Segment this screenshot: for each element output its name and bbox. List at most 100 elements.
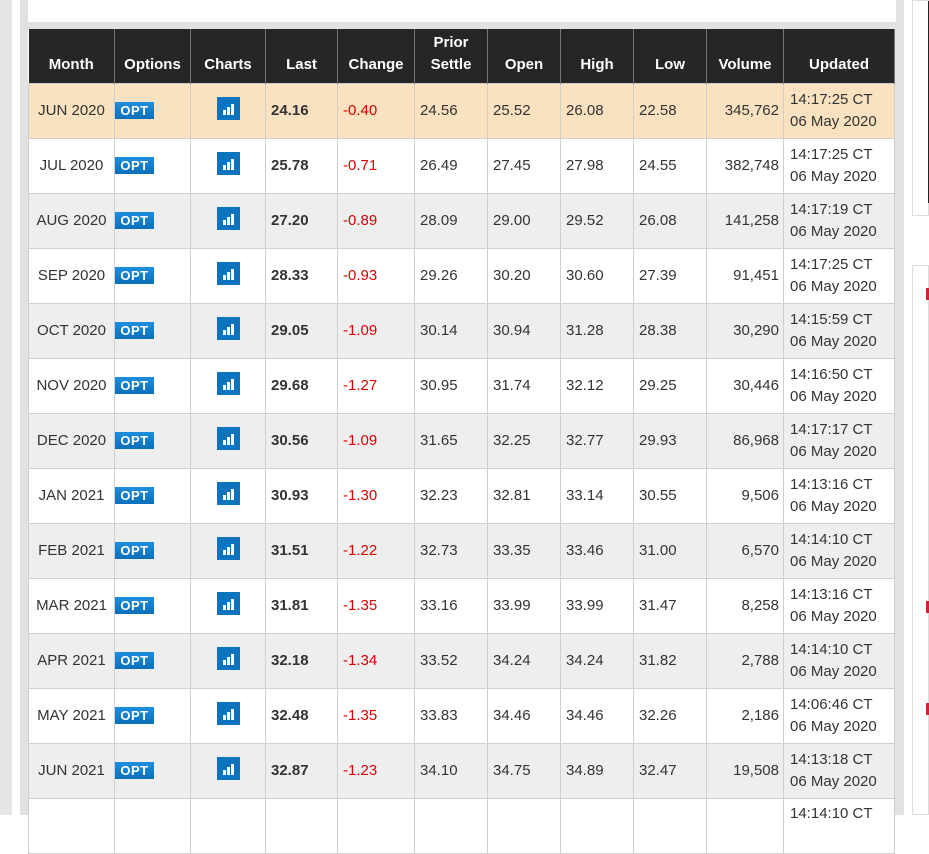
- change-cell: -0.40: [337, 82, 415, 139]
- options-cell: OPT: [114, 742, 191, 799]
- change-cell: -1.34: [337, 632, 415, 689]
- bar-chart-icon[interactable]: [216, 152, 240, 175]
- low-cell: 29.25: [633, 357, 707, 414]
- last-cell: 25.78: [265, 137, 338, 194]
- volume-cell: 2,788: [706, 632, 784, 689]
- low-cell: 32.47: [633, 742, 707, 799]
- opt-button[interactable]: OPT: [115, 432, 154, 449]
- table-row: JAN 2021 OPT 30.93 -1.30 32.23 32.81 33.14 30.5…: [28, 467, 895, 524]
- bar-chart-icon[interactable]: [216, 207, 240, 230]
- updated-date: 06 May 2020: [790, 222, 877, 240]
- table-row: AUG 2020 OPT 27.20 -0.89 28.09 29.00 29.52 26.0…: [28, 192, 895, 249]
- volume-cell: 141,258: [706, 192, 784, 249]
- low-cell: [633, 797, 707, 854]
- open-cell: [487, 797, 561, 854]
- table-row: SEP 2020 OPT 28.33 -0.93 29.26 30.20 30.60 27.3…: [28, 247, 895, 304]
- updated-time: 14:17:19 CT: [790, 200, 873, 218]
- bar-chart-icon[interactable]: [216, 372, 240, 395]
- volume-cell: 30,290: [706, 302, 784, 359]
- bar-chart-icon[interactable]: [216, 427, 240, 450]
- change-cell: [337, 797, 415, 854]
- opt-button[interactable]: OPT: [115, 102, 154, 119]
- updated-cell: 14:14:10 CT 06 May 2020: [783, 632, 895, 689]
- charts-cell: [190, 742, 266, 799]
- open-cell: 32.81: [487, 467, 561, 524]
- high-cell: 34.46: [560, 687, 634, 744]
- table-row: FEB 2021 OPT 31.51 -1.22 32.73 33.35 33.46 31.0…: [28, 522, 895, 579]
- last-cell: 32.87: [265, 742, 338, 799]
- bar-chart-icon[interactable]: [216, 537, 240, 560]
- charts-cell: [190, 412, 266, 469]
- updated-cell: 14:17:25 CT 06 May 2020: [783, 82, 895, 139]
- updated-date: 06 May 2020: [790, 497, 877, 515]
- table-row: JUN 2021 OPT 32.87 -1.23 34.10 34.75 34.89 32.4…: [28, 742, 895, 799]
- last-cell: 30.56: [265, 412, 338, 469]
- change-cell: -1.09: [337, 412, 415, 469]
- bar-chart-icon[interactable]: [216, 317, 240, 340]
- volume-cell: 91,451: [706, 247, 784, 304]
- content-panel: Month Options Charts Last Change Prior Settle…: [20, 0, 904, 854]
- updated-date: 06 May 2020: [790, 717, 877, 735]
- updated-date: 06 May 2020: [790, 442, 877, 460]
- month-cell: [28, 797, 115, 854]
- opt-button[interactable]: OPT: [115, 597, 154, 614]
- bar-chart-icon[interactable]: [216, 482, 240, 505]
- updated-date: 06 May 2020: [790, 552, 877, 570]
- bar-chart-icon[interactable]: [216, 702, 240, 725]
- bar-chart-icon[interactable]: [216, 262, 240, 285]
- updated-date: 06 May 2020: [790, 607, 877, 625]
- updated-date: 06 May 2020: [790, 662, 877, 680]
- opt-button[interactable]: OPT: [115, 377, 154, 394]
- sidebar-link[interactable]: [926, 601, 929, 613]
- bar-chart-icon[interactable]: [216, 647, 240, 670]
- column-header-last: Last: [265, 29, 338, 83]
- options-cell: OPT: [114, 357, 191, 414]
- table-row: NOV 2020 OPT 29.68 -1.27 30.95 31.74 32.12 29.2…: [28, 357, 895, 414]
- last-cell: [265, 797, 338, 854]
- sidebar-widget: [912, 0, 929, 216]
- bar-chart-icon[interactable]: [216, 97, 240, 120]
- opt-button[interactable]: OPT: [115, 707, 154, 724]
- table-row: DEC 2020 OPT 30.56 -1.09 31.65 32.25 32.77 29.9…: [28, 412, 895, 469]
- opt-button[interactable]: OPT: [115, 762, 154, 779]
- open-cell: 33.99: [487, 577, 561, 634]
- opt-button[interactable]: OPT: [115, 212, 154, 229]
- opt-button[interactable]: OPT: [115, 267, 154, 284]
- updated-cell: 14:16:50 CT 06 May 2020: [783, 357, 895, 414]
- charts-cell: [190, 687, 266, 744]
- prior-settle-cell: 30.14: [414, 302, 488, 359]
- last-cell: 28.33: [265, 247, 338, 304]
- last-cell: 30.93: [265, 467, 338, 524]
- opt-button[interactable]: OPT: [115, 542, 154, 559]
- bar-chart-icon[interactable]: [216, 592, 240, 615]
- volume-cell: 30,446: [706, 357, 784, 414]
- open-cell: 34.75: [487, 742, 561, 799]
- sidebar-link[interactable]: [926, 703, 929, 715]
- opt-button[interactable]: OPT: [115, 652, 154, 669]
- high-cell: 34.89: [560, 742, 634, 799]
- updated-cell: 14:15:59 CT 06 May 2020: [783, 302, 895, 359]
- low-cell: 27.39: [633, 247, 707, 304]
- prior-settle-cell: [414, 797, 488, 854]
- updated-cell: 14:17:25 CT 06 May 2020: [783, 137, 895, 194]
- bar-chart-icon[interactable]: [216, 757, 240, 780]
- opt-button[interactable]: OPT: [115, 322, 154, 339]
- column-header-updated: Updated: [783, 29, 895, 83]
- opt-button[interactable]: OPT: [115, 157, 154, 174]
- open-cell: 34.46: [487, 687, 561, 744]
- column-header-charts: Charts: [190, 29, 266, 83]
- opt-button[interactable]: OPT: [115, 487, 154, 504]
- open-cell: 25.52: [487, 82, 561, 139]
- low-cell: 31.00: [633, 522, 707, 579]
- month-cell: APR 2021: [28, 632, 115, 689]
- high-cell: 33.46: [560, 522, 634, 579]
- high-cell: 32.77: [560, 412, 634, 469]
- month-cell: MAR 2021: [28, 577, 115, 634]
- change-cell: -1.30: [337, 467, 415, 524]
- low-cell: 22.58: [633, 82, 707, 139]
- last-cell: 32.48: [265, 687, 338, 744]
- updated-cell: 14:17:25 CT 06 May 2020: [783, 247, 895, 304]
- volume-cell: 6,570: [706, 522, 784, 579]
- open-cell: 31.74: [487, 357, 561, 414]
- month-cell: AUG 2020: [28, 192, 115, 249]
